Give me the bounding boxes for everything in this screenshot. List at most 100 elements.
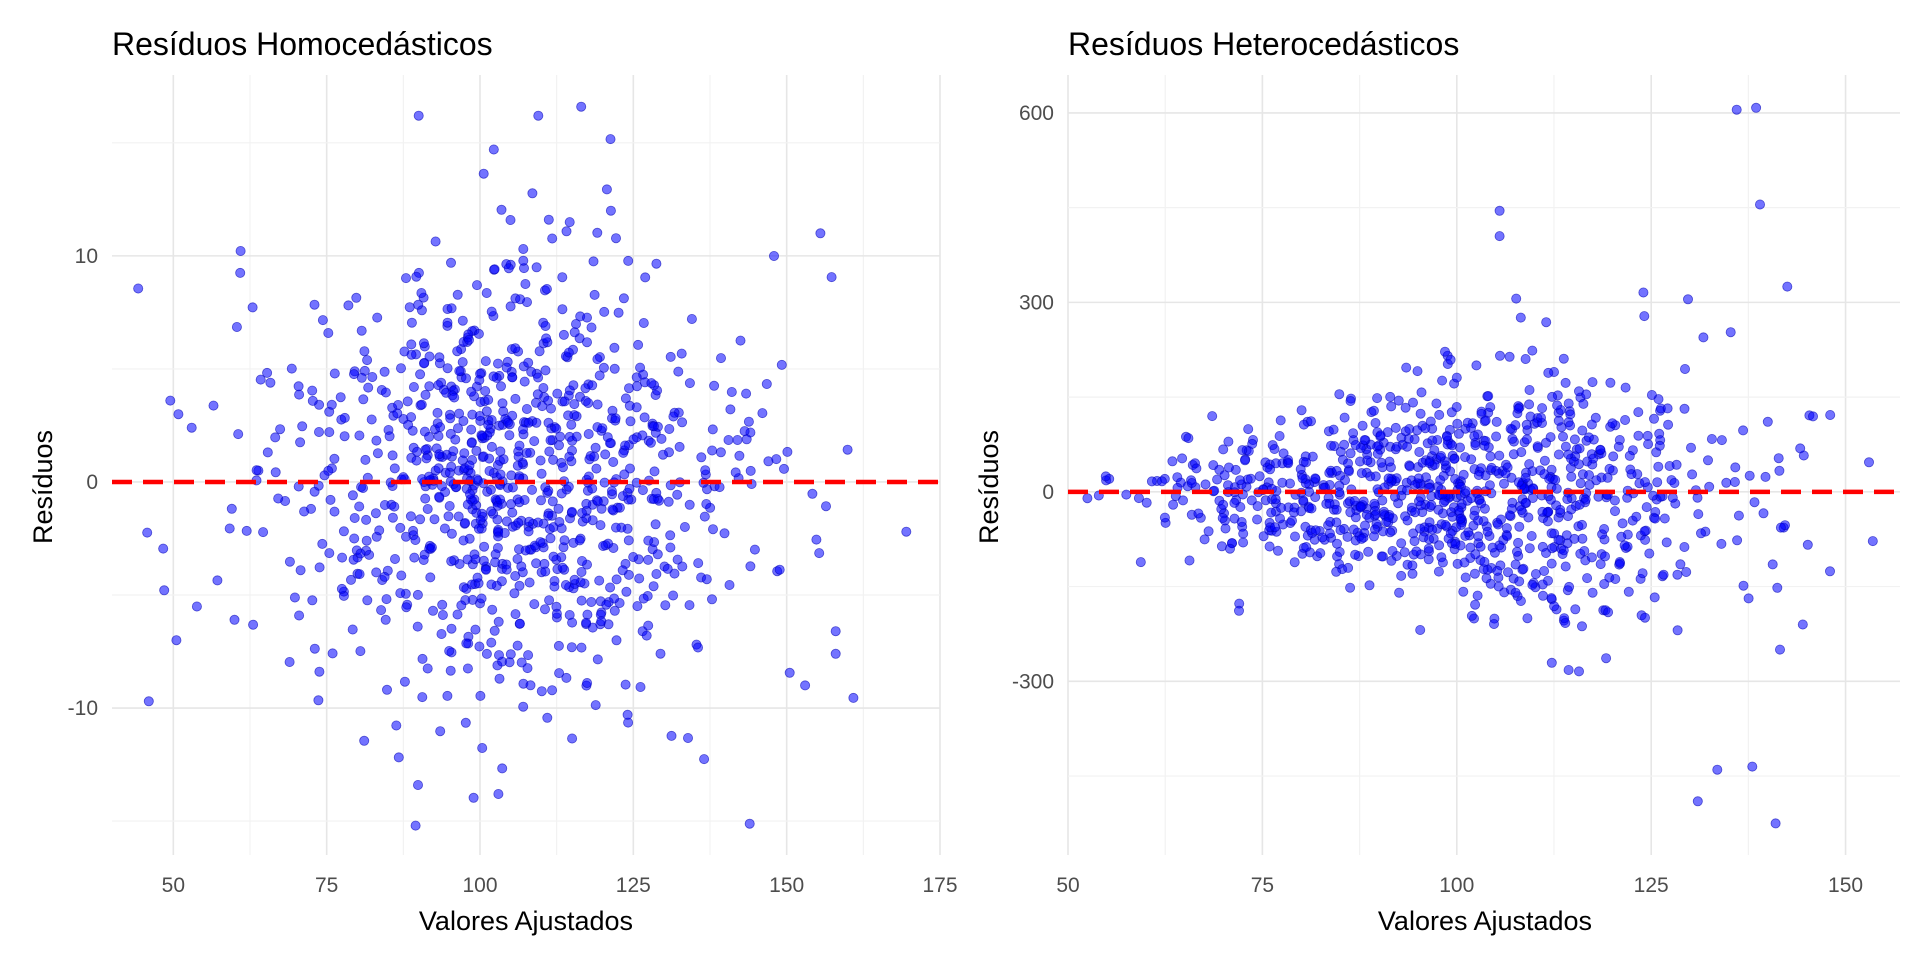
data-point [1623, 586, 1634, 597]
data-point [470, 554, 481, 565]
data-point [1563, 398, 1574, 409]
data-point [723, 434, 734, 445]
data-point [476, 593, 487, 604]
data-point [1520, 353, 1531, 364]
data-point [715, 447, 726, 458]
data-point [583, 397, 594, 408]
data-point [1331, 504, 1342, 515]
data-point [1749, 497, 1760, 508]
data-point [757, 408, 768, 419]
data-point [258, 527, 269, 538]
data-point [1626, 469, 1637, 480]
data-point [1451, 372, 1462, 383]
data-point [586, 597, 597, 608]
data-point [611, 574, 622, 585]
data-point [571, 318, 582, 329]
x-tick-label: 150 [769, 874, 804, 897]
data-point [323, 327, 334, 338]
data-point [1504, 351, 1515, 362]
data-point [618, 293, 629, 304]
data-point [361, 514, 372, 525]
data-point [605, 438, 616, 449]
data-point [1328, 424, 1339, 435]
data-point [426, 542, 437, 553]
data-point [582, 312, 593, 323]
data-point [1538, 590, 1549, 601]
data-point [380, 614, 391, 625]
data-point [1391, 441, 1402, 452]
data-point [600, 449, 611, 460]
data-point [664, 423, 675, 434]
data-point [1499, 478, 1510, 489]
data-point [389, 501, 400, 512]
data-point [1310, 525, 1321, 536]
data-point [538, 382, 549, 393]
data-point [473, 328, 484, 339]
data-point [449, 392, 460, 403]
data-point [1725, 327, 1736, 338]
data-point [609, 605, 620, 616]
data-point [525, 680, 536, 691]
data-point [286, 363, 297, 374]
data-point [551, 608, 562, 619]
data-point [1445, 354, 1456, 365]
data-point [466, 424, 477, 435]
data-point [309, 486, 320, 497]
data-point [1343, 562, 1354, 573]
data-point [645, 437, 656, 448]
data-point [1408, 397, 1419, 408]
data-point [509, 588, 520, 599]
data-point [1512, 546, 1523, 557]
data-point [1579, 546, 1590, 557]
data-point [548, 522, 559, 533]
data-point [165, 395, 176, 406]
chart-title: Resíduos Heterocedásticos [1068, 26, 1459, 62]
data-point [208, 400, 219, 411]
data-point [337, 552, 348, 563]
data-point [1254, 471, 1265, 482]
data-point [418, 555, 429, 566]
data-point [560, 580, 571, 591]
data-point [635, 682, 646, 693]
data-point [1604, 463, 1615, 474]
x-tick-label: 75 [1251, 874, 1274, 897]
data-point [1404, 423, 1415, 434]
data-point [1549, 601, 1560, 612]
data-point [248, 619, 259, 630]
data-point [1331, 465, 1342, 476]
data-point [1631, 511, 1642, 522]
data-point [1433, 504, 1444, 515]
data-point [599, 477, 610, 488]
data-point [564, 217, 575, 228]
data-point [701, 574, 712, 585]
data-point [1475, 541, 1486, 552]
data-point [842, 444, 853, 455]
data-point [505, 649, 516, 660]
data-point [1364, 580, 1375, 591]
data-point [1411, 546, 1422, 557]
x-tick-label: 50 [162, 874, 185, 897]
data-point [445, 665, 456, 676]
data-point [587, 380, 598, 391]
data-point [507, 410, 518, 421]
data-point [1258, 531, 1269, 542]
data-point [1578, 398, 1589, 409]
data-point [1577, 425, 1588, 436]
data-point [464, 489, 475, 500]
data-point [454, 408, 465, 419]
data-point [1407, 568, 1418, 579]
data-point [1335, 525, 1346, 536]
data-point [1273, 545, 1284, 556]
data-point [171, 635, 182, 646]
data-point [466, 437, 477, 448]
data-point [458, 535, 469, 546]
data-point [592, 496, 603, 507]
data-point [599, 306, 610, 317]
data-point [505, 301, 516, 312]
data-point [1672, 569, 1683, 580]
data-point [1524, 459, 1535, 470]
data-point [1600, 551, 1611, 562]
data-point [634, 573, 645, 584]
data-point [594, 575, 605, 586]
data-point [1146, 476, 1157, 487]
